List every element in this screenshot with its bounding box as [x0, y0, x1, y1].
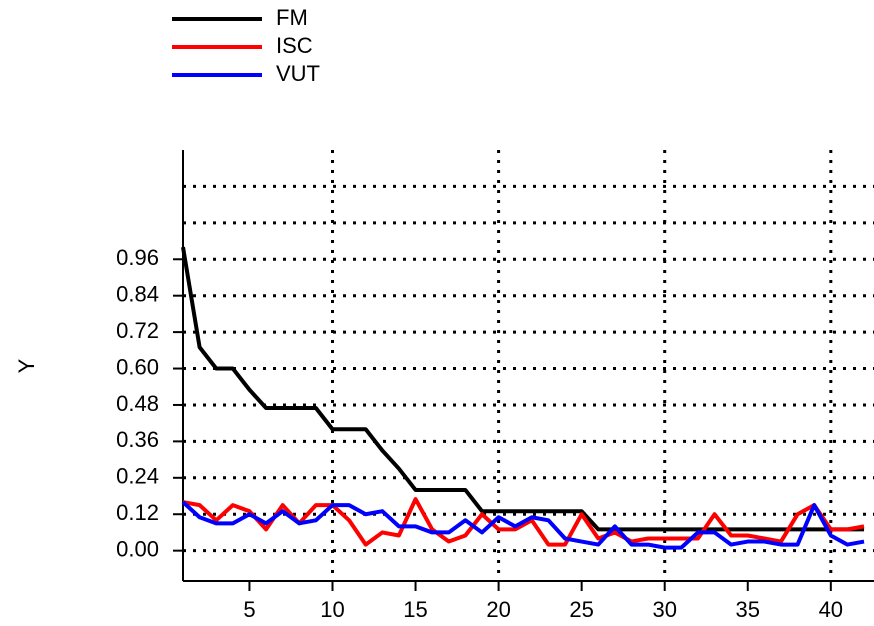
x-tick-label: 20 — [486, 597, 510, 622]
legend-label: ISC — [276, 33, 313, 58]
y-tick-label: 0.12 — [116, 500, 159, 525]
y-tick-label: 0.48 — [116, 391, 159, 416]
x-tick-label: 10 — [320, 597, 344, 622]
legend-label: VUT — [276, 61, 320, 86]
y-axis-label: Y — [14, 358, 39, 373]
legend-label: FM — [276, 5, 308, 30]
series-line — [181, 500, 865, 550]
x-tick-label: 30 — [652, 597, 676, 622]
y-tick-label: 0.00 — [116, 536, 159, 561]
y-tick-label: 0.84 — [116, 282, 159, 307]
y-tick-label: 0.96 — [116, 245, 159, 270]
y-tick-label: 0.24 — [116, 464, 159, 489]
x-tick-label: 5 — [243, 597, 255, 622]
x-tick-label: 25 — [569, 597, 593, 622]
x-tick-label: 15 — [403, 597, 427, 622]
y-tick-label: 0.60 — [116, 354, 159, 379]
y-tick-label: 0.72 — [116, 318, 159, 343]
series-line — [181, 246, 865, 532]
x-tick-label: 35 — [736, 597, 760, 622]
x-tick-label: 40 — [819, 597, 843, 622]
y-tick-label: 0.36 — [116, 427, 159, 452]
